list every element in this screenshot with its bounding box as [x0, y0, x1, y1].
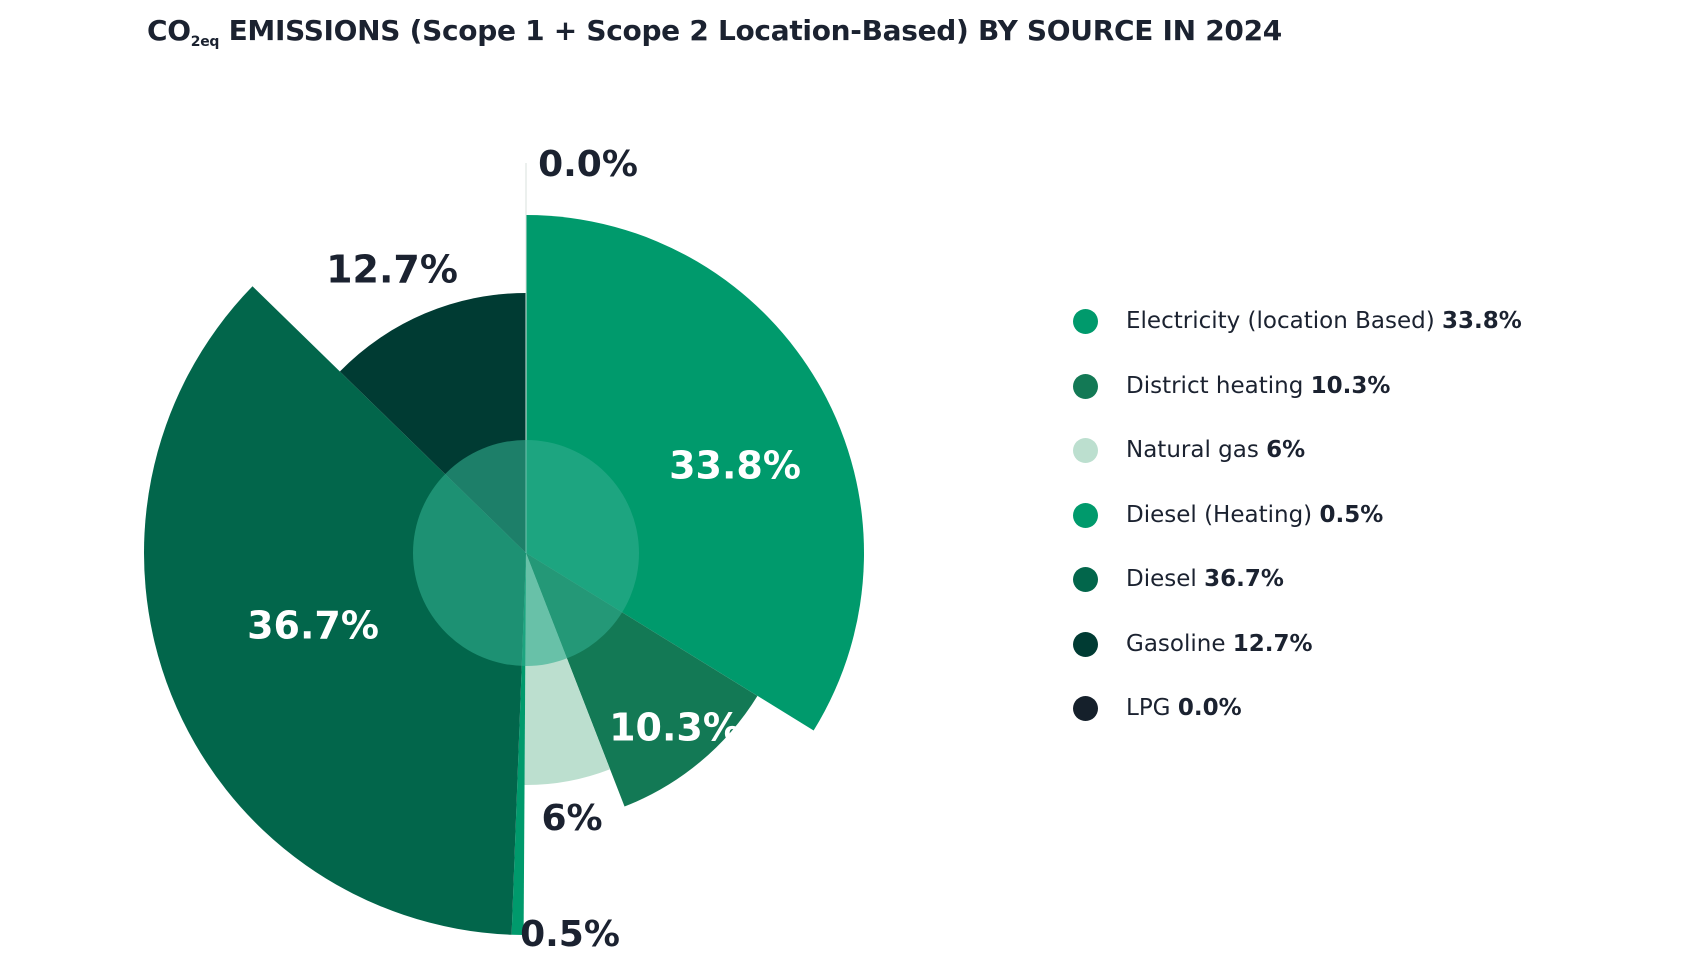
legend-swatch-icon	[1073, 373, 1098, 399]
legend-value: 0.5%	[1319, 501, 1384, 528]
title-subscript: 2eq	[190, 34, 220, 50]
chart-title: CO2eq EMISSIONS (Scope 1 + Scope 2 Locat…	[147, 14, 1282, 50]
legend-swatch-icon	[1073, 631, 1098, 657]
legend-text: Electricity (location Based) 33.8%	[1126, 305, 1522, 337]
title-prefix: CO	[147, 14, 191, 47]
legend-value: 12.7%	[1232, 630, 1313, 657]
legend-item-gasoline: Gasoline 12.7%	[1073, 628, 1522, 693]
legend-name: Electricity (location Based)	[1126, 308, 1435, 334]
slice-label-diesel-heating: 0.5%	[520, 914, 620, 955]
legend-text: Natural gas 6%	[1126, 434, 1305, 466]
legend-swatch-icon	[1073, 438, 1098, 463]
chart-legend: Electricity (location Based) 33.8% Distri…	[1073, 305, 1522, 757]
legend-item-diesel: Diesel 36.7%	[1073, 563, 1522, 628]
legend-name: District heating	[1126, 372, 1304, 399]
legend-value: 10.3%	[1310, 372, 1391, 399]
legend-name: Diesel (Heating)	[1126, 501, 1313, 528]
legend-text: LPG 0.0%	[1126, 692, 1242, 724]
slice-label-lpg: 0.0%	[538, 144, 638, 185]
slice-label-natural-gas: 6%	[541, 798, 602, 839]
legend-item-lpg: LPG 0.0%	[1073, 692, 1522, 757]
slice-label-district-heating: 10.3%	[609, 706, 741, 750]
legend-item-natural-gas: Natural gas 6%	[1073, 434, 1522, 499]
legend-name: Natural gas	[1126, 437, 1259, 463]
slice-label-electricity-location-based: 33.8%	[669, 444, 801, 488]
legend-swatch-icon	[1073, 309, 1098, 334]
legend-name: LPG	[1126, 695, 1171, 721]
legend-text: Gasoline 12.7%	[1126, 628, 1313, 660]
legend-swatch-icon	[1073, 567, 1098, 592]
legend-item-district-heating: District heating 10.3%	[1073, 370, 1522, 435]
slice-label-gasoline: 12.7%	[326, 248, 458, 292]
legend-value: 0.0%	[1177, 695, 1242, 721]
legend-name: Diesel	[1126, 566, 1197, 592]
legend-value: 36.7%	[1204, 566, 1284, 592]
pie-center-circle	[413, 440, 639, 666]
legend-item-diesel-heating: Diesel (Heating) 0.5%	[1073, 499, 1522, 564]
legend-name: Gasoline	[1126, 630, 1226, 657]
legend-swatch-icon	[1073, 696, 1098, 721]
title-suffix: EMISSIONS (Scope 1 + Scope 2 Location-Ba…	[219, 14, 1283, 47]
legend-text: District heating 10.3%	[1126, 370, 1390, 402]
legend-value: 33.8%	[1442, 308, 1522, 334]
legend-value: 6%	[1266, 437, 1306, 463]
legend-text: Diesel (Heating) 0.5%	[1126, 499, 1383, 531]
legend-item-electricity-location-based: Electricity (location Based) 33.8%	[1073, 305, 1522, 370]
legend-text: Diesel 36.7%	[1126, 563, 1284, 595]
legend-swatch-icon	[1073, 502, 1098, 528]
pie-slice-diesel	[143, 286, 527, 935]
slice-label-diesel: 36.7%	[247, 604, 379, 648]
